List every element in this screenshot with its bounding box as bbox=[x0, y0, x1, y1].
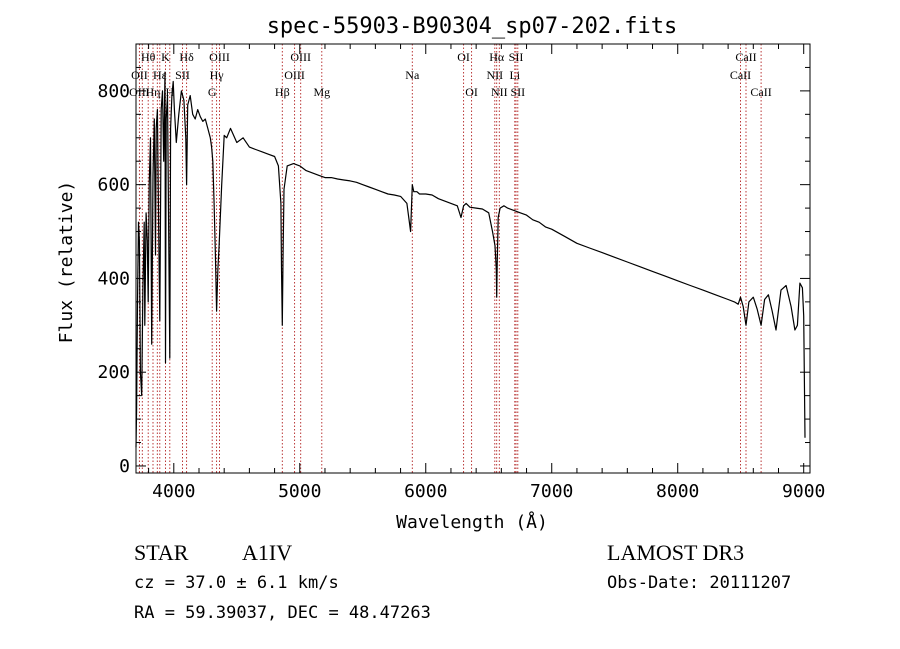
line-label: OIII bbox=[209, 50, 230, 64]
x-tick-label: 6000 bbox=[404, 481, 447, 502]
line-label: SII bbox=[510, 85, 525, 99]
line-label: OIII bbox=[284, 68, 305, 82]
line-label: OII bbox=[131, 68, 148, 82]
line-label: CaII bbox=[750, 85, 771, 99]
line-label: CaII bbox=[735, 50, 756, 64]
plot-frame bbox=[135, 43, 811, 474]
x-tick-label: 9000 bbox=[782, 481, 825, 502]
line-label: CaII bbox=[730, 68, 751, 82]
x-tick-label: 5000 bbox=[278, 481, 321, 502]
line-label: OIII bbox=[129, 85, 150, 99]
object-class: STAR bbox=[134, 540, 189, 565]
line-label: Hα bbox=[489, 50, 505, 64]
y-tick-label: 400 bbox=[97, 268, 130, 289]
line-label: Na bbox=[405, 68, 420, 82]
line-label: OI bbox=[457, 50, 470, 64]
line-label: Hε bbox=[153, 68, 167, 82]
line-label: SII bbox=[175, 68, 190, 82]
line-label: G bbox=[208, 85, 217, 99]
line-label: Hβ bbox=[275, 85, 290, 99]
line-label: Hδ bbox=[179, 50, 194, 64]
x-tick-label: 7000 bbox=[530, 481, 573, 502]
line-label: NII bbox=[486, 68, 503, 82]
y-tick-label: 800 bbox=[97, 81, 130, 102]
x-tick-label: 8000 bbox=[656, 481, 699, 502]
y-tick-label: 0 bbox=[119, 456, 130, 477]
line-label: Hθ bbox=[141, 50, 156, 64]
survey-name: LAMOST DR3 bbox=[607, 540, 745, 565]
line-label: SII bbox=[509, 50, 524, 64]
spectral-line-labels: Hθ OII OIII K Hδ Hε SII Hη H OIII Hγ G OIII OIII Hβ Mg N… bbox=[129, 50, 772, 99]
coordinates: RA = 59.39037, DEC = 48.47263 bbox=[134, 603, 431, 623]
x-tick-label: 4000 bbox=[152, 481, 195, 502]
y-tick-label: 200 bbox=[97, 362, 130, 383]
line-label: Mg bbox=[313, 85, 330, 99]
line-label: OI bbox=[465, 85, 478, 99]
y-tick-label: 600 bbox=[97, 175, 130, 196]
x-axis-label: Wavelength (Å) bbox=[396, 511, 548, 533]
line-label: Hγ bbox=[210, 68, 225, 82]
line-label: Hη bbox=[146, 85, 161, 99]
line-label: Li bbox=[509, 68, 520, 82]
y-axis-label: Flux (relative) bbox=[56, 181, 77, 344]
line-label: OIII bbox=[290, 50, 311, 64]
y-axis-ticks: 0 200 400 600 800 bbox=[97, 66, 810, 477]
redshift-velocity: cz = 37.0 ± 6.1 km/s bbox=[134, 573, 339, 593]
line-label: H bbox=[165, 85, 174, 99]
spectrum-series-line bbox=[135, 71, 806, 448]
observation-date: Obs-Date: 20111207 bbox=[607, 573, 792, 593]
x-axis-ticks: 4000 5000 6000 7000 8000 9000 bbox=[148, 44, 825, 502]
chart-title: spec-55903-B90304_sp07-202.fits bbox=[267, 14, 678, 39]
spectral-line-markers bbox=[138, 44, 762, 473]
line-label: K bbox=[161, 50, 170, 64]
spectral-subclass: A1IV bbox=[242, 540, 293, 565]
line-label: NII bbox=[491, 85, 508, 99]
